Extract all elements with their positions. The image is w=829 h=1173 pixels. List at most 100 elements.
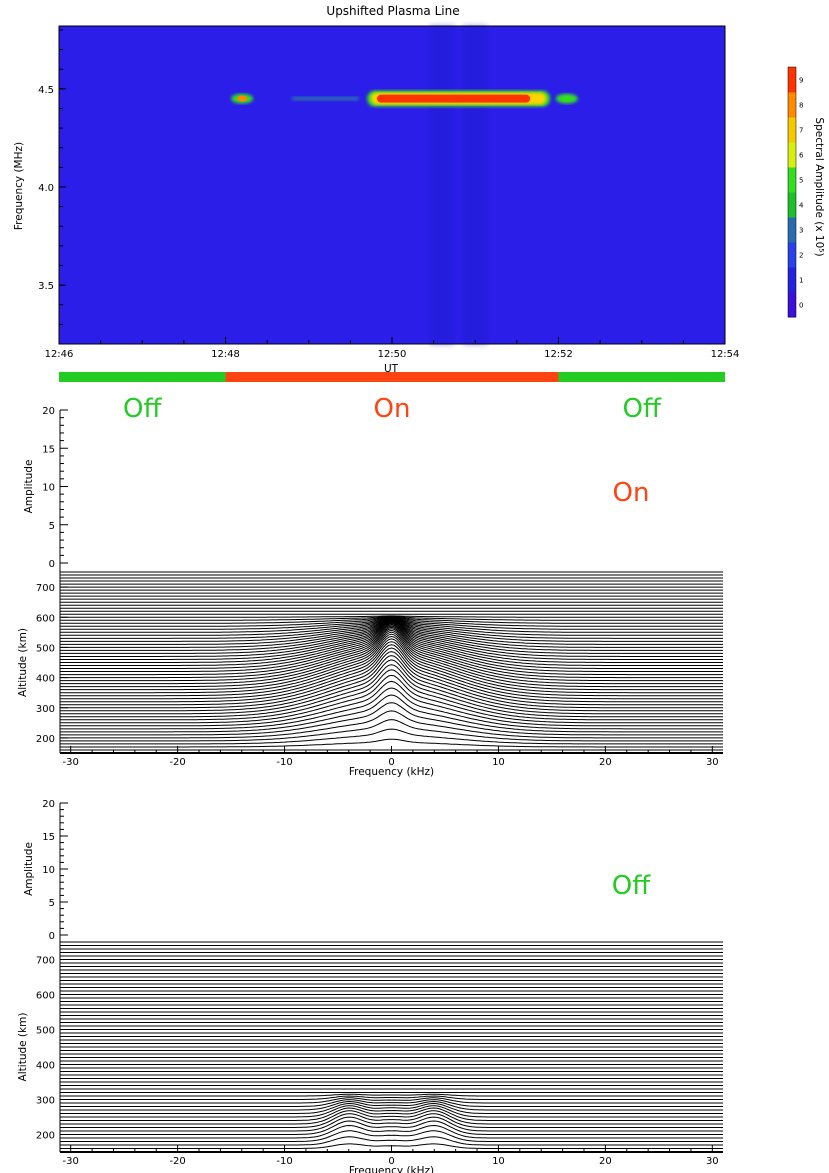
altitude-trace [60,629,723,685]
freq-tick-label: 10 [492,757,505,768]
amplitude-axis-label: Amplitude [23,460,35,514]
amp-tick-label: 10 [42,483,55,494]
heatmap-x-ticks: 12:46 12:48 12:50 12:52 12:54 [45,337,740,360]
colorbar-segment [788,192,796,218]
alt-tick-label: 700 [36,956,55,967]
altitude-axis-label: Altitude (km) [17,1013,29,1082]
altitude-trace [60,719,723,742]
colorbar-segment [788,167,796,193]
colorbar: 0 1 2 3 4 5 6 7 8 9 [787,66,804,318]
amp-tick-label: 15 [42,444,55,455]
altitude-trace [60,625,723,676]
altitude-trace [60,687,723,730]
x-tick-label: 12:54 [711,349,740,360]
panel-on: 05101520Amplitude200300400500600700Altit… [17,406,723,778]
colorbar-segment [788,292,796,318]
amp-tick-label: 10 [42,865,55,876]
panel-state-label: Off [612,871,651,901]
heatmap-band [463,26,488,344]
amp-tick-label: 20 [42,406,55,417]
altitude-trace [60,1110,723,1125]
altitude-trace [60,655,723,712]
colorbar-tick-label: 2 [799,252,803,260]
x-tick-label: 12:46 [45,349,74,360]
altitude-trace [60,621,723,663]
amp-tick-label: 0 [49,931,55,942]
heatmap-streak [292,96,359,101]
freq-tick-label: 30 [706,757,719,768]
altitude-trace [60,728,723,745]
altitude-trace [60,628,723,682]
altitude-traces [60,571,723,754]
colorbar-segment [788,67,796,93]
amp-tick-label: 20 [42,799,55,810]
altitude-trace [60,633,723,691]
altitude-trace [60,635,723,694]
colorbar-tick-label: 0 [799,302,803,310]
freq-tick-label: 20 [599,757,612,768]
altitude-trace [60,694,723,733]
colorbar-tick-label: 8 [799,102,803,110]
altitude-trace [60,669,723,721]
amp-tick-label: 5 [49,898,55,909]
alt-tick-label: 300 [36,704,55,715]
altitude-trace [60,641,723,700]
amplitude-axis-label: Amplitude [23,842,35,896]
freq-tick-label: 0 [388,757,394,768]
y-tick-label: 4.0 [38,183,54,194]
heatmap-y-label: Frequency (MHz) [13,142,25,230]
altitude-trace [60,626,723,679]
altitude-trace [60,1124,723,1139]
altitude-trace [60,644,723,703]
freq-tick-label: -10 [276,1156,292,1167]
altitude-trace [60,710,723,739]
alt-tick-label: 600 [36,613,55,624]
y-tick-label: 3.5 [38,281,54,292]
heatmap-title: Upshifted Plasma Line [326,4,459,18]
heatmap-panel: Upshifted Plasma Line 12:46 12:48 12:50 12:… [13,4,825,424]
heater-state-label: On [374,394,411,424]
colorbar-label: Spectral Amplitude (x 10⁵) [813,117,825,256]
alt-tick-label: 400 [36,674,55,685]
altitude-trace [60,680,723,727]
altitude-trace [60,651,723,709]
altitude-trace [60,1097,723,1104]
colorbar-segment [788,117,796,143]
colorbar-tick-label: 7 [799,127,803,135]
x-tick-label: 12:52 [544,349,573,360]
freq-tick-label: 30 [706,1156,719,1167]
colorbar-tick-label: 5 [799,177,803,185]
heater-state-bar: Off On Off [59,372,725,424]
alt-tick-label: 200 [36,734,55,745]
heatmap-blob-core [237,95,248,102]
altitude-trace [60,738,723,748]
altitude-traces [60,941,723,1153]
altitude-trace [60,647,723,706]
altitude-trace [60,1099,723,1107]
alt-tick-label: 200 [36,1131,55,1142]
colorbar-segment [788,142,796,168]
colorbar-segment [788,217,796,243]
altitude-trace [60,664,723,718]
alt-tick-label: 700 [36,583,55,594]
freq-tick-label: -20 [169,757,185,768]
heatmap-background [59,26,725,344]
altitude-trace [60,659,723,715]
heatmap-features [231,26,578,344]
amp-tick-label: 5 [49,521,55,532]
altitude-trace [60,1136,723,1146]
heatmap-streak-core [377,94,531,103]
panel-state-label: On [613,478,650,508]
colorbar-tick-label: 9 [799,77,803,85]
altitude-trace [60,1116,723,1132]
altitude-trace [60,622,723,666]
freq-tick-label: -30 [63,757,79,768]
freq-tick-label: 0 [388,1156,394,1167]
colorbar-tick-label: 1 [799,277,803,285]
altitude-trace [60,702,723,736]
heater-state-label: Off [623,394,662,424]
colorbar-tick-label: 6 [799,152,804,160]
heatmap-y-ticks: 3.5 4.0 4.5 [38,29,66,325]
amp-tick-label: 15 [42,832,55,843]
